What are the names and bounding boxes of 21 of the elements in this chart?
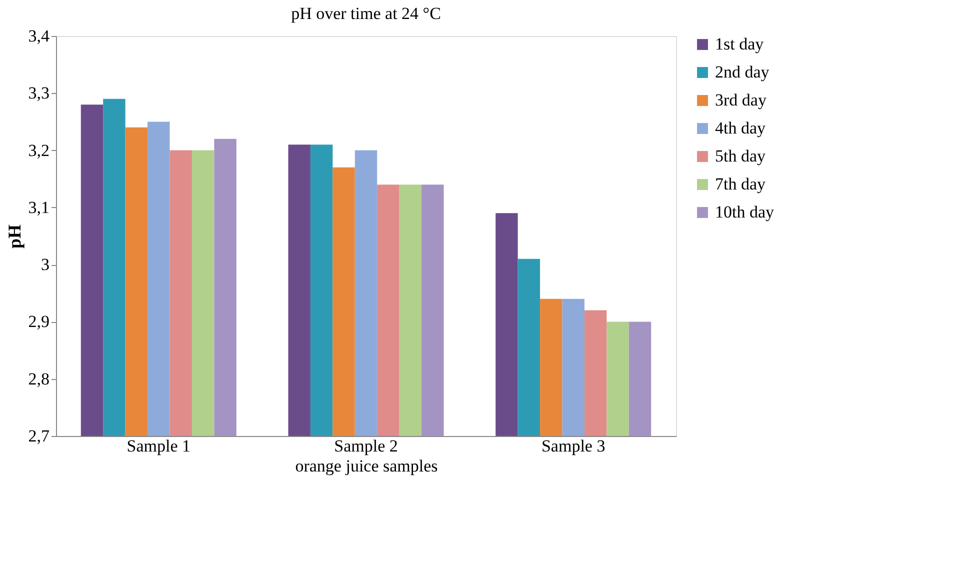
legend-label: 2nd day — [715, 62, 770, 82]
y-tick-label: 2,7 — [28, 426, 50, 446]
chart-title: pH over time at 24 °C — [291, 4, 441, 23]
x-tick-label: Sample 1 — [126, 436, 191, 456]
legend-label: 3rd day — [715, 90, 767, 110]
x-axis-title: orange juice samples — [295, 456, 438, 476]
x-tick-label: Sample 2 — [334, 436, 398, 456]
y-tick-label: 3,4 — [28, 26, 50, 46]
y-axis-title: pH — [4, 224, 24, 249]
legend-label: 4th day — [715, 118, 766, 138]
legend-label: 10th day — [715, 202, 775, 222]
legend-label: 1st day — [715, 34, 764, 54]
y-tick-label: 3,2 — [28, 140, 50, 160]
y-tick-label: 2,8 — [28, 369, 50, 388]
y-tick-label: 3,3 — [28, 84, 50, 103]
y-tick-label: 3 — [41, 255, 50, 274]
x-tick-label: Sample 3 — [541, 436, 606, 456]
legend-label: 7th day — [715, 174, 766, 194]
legend-label: 5th day — [715, 146, 766, 166]
y-tick-label: 2,9 — [28, 312, 50, 332]
y-tick-label: 3,1 — [28, 198, 50, 217]
